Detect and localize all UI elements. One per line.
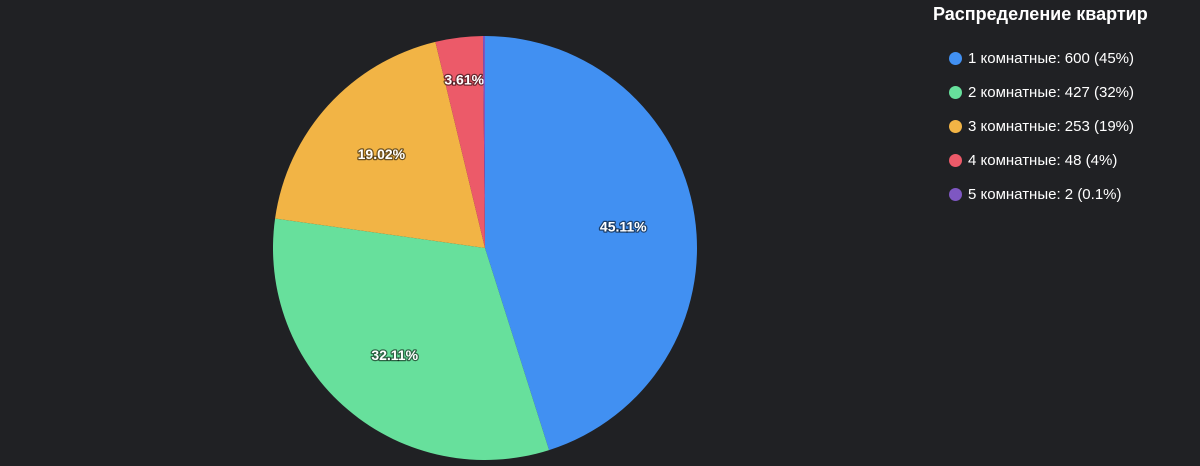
pie-slice-4[interactable] (435, 36, 485, 249)
legend-item-3[interactable]: 3 комнатные: 253 (19%) (933, 109, 1195, 143)
legend-swatch-4 (949, 153, 962, 167)
slice-label-2: 32.11% (371, 347, 418, 363)
legend-swatch-5 (949, 187, 962, 201)
slice-label-1: 45.11% (600, 219, 647, 235)
pie-slice-1[interactable] (485, 36, 698, 451)
legend-item-2[interactable]: 2 комнатные: 427 (32%) (933, 75, 1195, 109)
pie-chart: 45.11% 32.11% 19.02% 3.61% (272, 36, 698, 461)
slice-label-3: 19.02% (358, 146, 406, 162)
legend-swatch-2 (949, 85, 962, 99)
legend-item-4[interactable]: 4 комнатные: 48 (4%) (933, 143, 1195, 177)
legend-label-5: 5 комнатные: 2 (0.1%) (968, 185, 1122, 203)
legend-label-2: 2 комнатные: 427 (32%) (968, 83, 1135, 101)
slice-label-4: 3.61% (444, 72, 484, 88)
legend-label-4: 4 комнатные: 48 (4%) (968, 151, 1118, 169)
legend-item-1[interactable]: 1 комнатные: 600 (45%) (933, 41, 1195, 75)
legend-item-5[interactable]: 5 комнатные: 2 (0.1%) (933, 177, 1195, 211)
legend-label-1: 1 комнатные: 600 (45%) (968, 49, 1135, 67)
pie-slice-5[interactable] (482, 36, 485, 248)
legend: Распределение квартир 1 комнатные: 600 (… (933, 4, 1195, 211)
pie-slice-2[interactable] (272, 218, 550, 461)
legend-swatch-3 (949, 119, 962, 133)
legend-title: Распределение квартир (933, 4, 1148, 24)
legend-swatch-1 (949, 51, 962, 65)
pie-slice-3[interactable] (275, 41, 485, 248)
legend-label-3: 3 комнатные: 253 (19%) (968, 117, 1135, 135)
